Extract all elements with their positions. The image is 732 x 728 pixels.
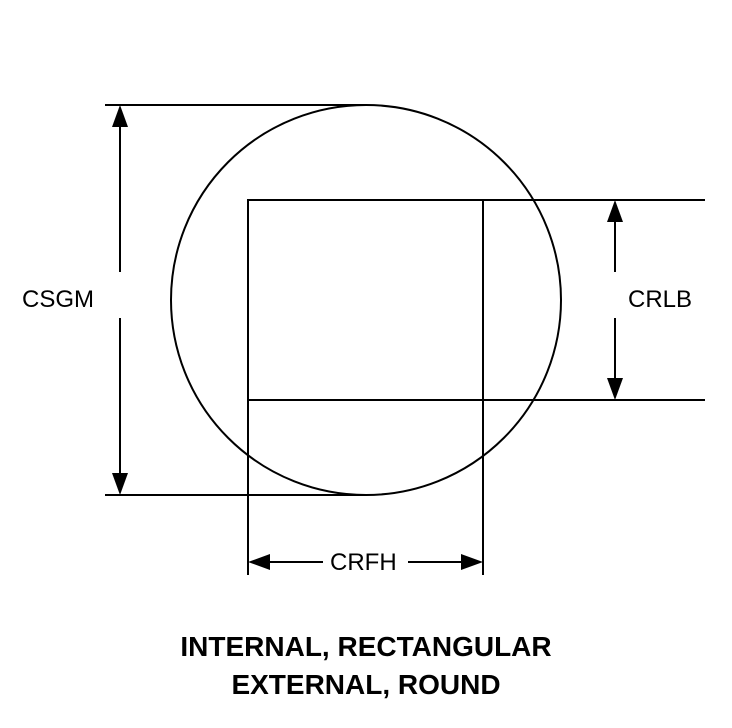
internal-rectangle (248, 200, 483, 400)
caption-line2: EXTERNAL, ROUND (0, 666, 732, 704)
crlb-arrowhead-bottom (607, 378, 623, 400)
technical-diagram: CSGM CRLB CRFH INTERNAL, RECTANGULAR EXT… (0, 0, 732, 728)
crlb-arrowhead-top (607, 200, 623, 222)
csgm-arrowhead-bottom (112, 473, 128, 495)
external-circle (171, 105, 561, 495)
crfh-label: CRFH (330, 549, 397, 577)
csgm-arrowhead-top (112, 105, 128, 127)
caption-line1: INTERNAL, RECTANGULAR (0, 628, 732, 666)
diagram-svg (0, 0, 732, 728)
crfh-arrowhead-right (461, 554, 483, 570)
crlb-label: CRLB (628, 286, 692, 314)
csgm-label: CSGM (22, 286, 94, 314)
diagram-caption: INTERNAL, RECTANGULAR EXTERNAL, ROUND (0, 628, 732, 704)
crfh-arrowhead-left (248, 554, 270, 570)
